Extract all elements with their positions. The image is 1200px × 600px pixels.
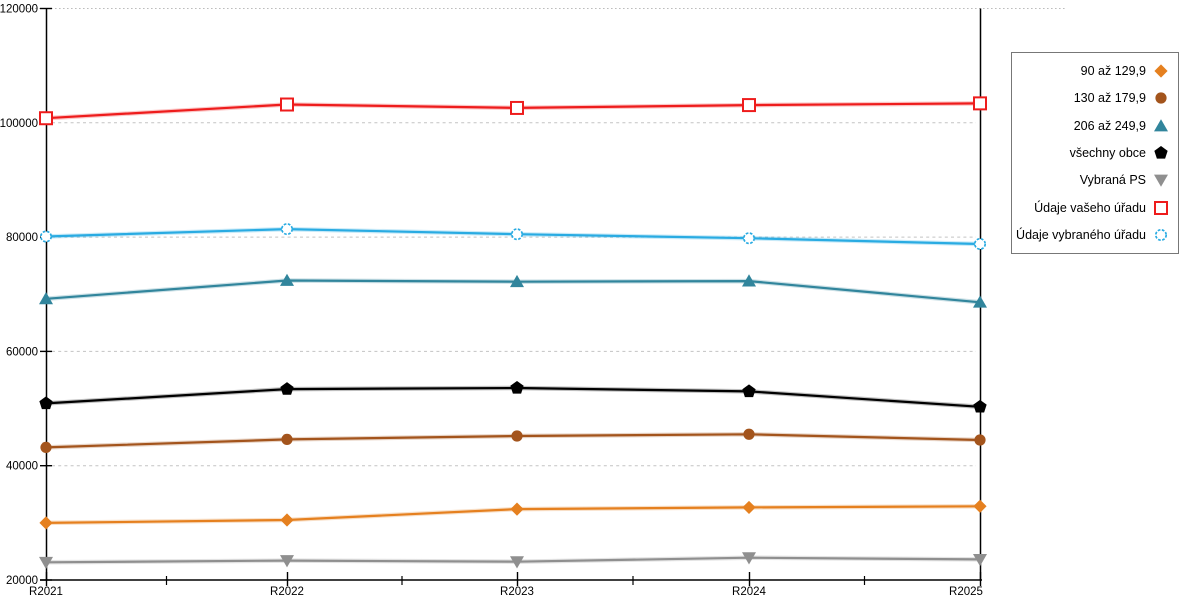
data-point-marker-triangle-down (510, 556, 524, 569)
data-point-marker-diamond (280, 513, 294, 527)
legend-item-label: všechny obce (1069, 145, 1146, 160)
data-point-marker-circle-open (510, 228, 524, 241)
series-v-echny-obce (39, 380, 987, 413)
data-point-marker-circle-open (973, 237, 987, 251)
legend-item: Údaje vašeho úřadu (1018, 194, 1170, 221)
y-axis: 20000 40000 60000 80000 100000 120000 (0, 4, 52, 587)
data-point-marker-triangle-up (280, 273, 294, 286)
y-tick-label: 100000 (0, 118, 38, 130)
legend-item: Vybraná PS (1018, 167, 1170, 194)
data-point-marker-circle (743, 428, 755, 440)
legend-circle-open-icon (1154, 229, 1168, 242)
data-point-marker-triangle-down (280, 555, 294, 568)
legend-triangle-down-icon (1154, 174, 1168, 188)
y-tick-label: 120000 (0, 4, 38, 16)
series-vybran-ps (39, 552, 987, 570)
data-point-marker-triangle-up (510, 274, 524, 288)
data-point-marker-circle (511, 430, 523, 442)
data-point-marker-pentagon (1154, 145, 1168, 159)
legend-item-label: 130 až 179,9 (1073, 91, 1146, 106)
legend-item: 130 až 179,9 (1018, 85, 1170, 112)
legend-item: 206 až 249,9 (1018, 112, 1170, 139)
legend-triangle-up-icon (1154, 118, 1168, 131)
legend-item-label: Údaje vybraného úřadu (1016, 228, 1146, 243)
data-point-marker-circle-open (280, 223, 294, 236)
data-point-marker-square-open (973, 96, 987, 111)
series-daje-vybran-ho-adu (39, 223, 987, 251)
data-point-marker-triangle-up (973, 295, 987, 308)
data-point-marker-circle (281, 433, 293, 446)
data-point-marker-triangle-up (1154, 118, 1168, 131)
data-point-marker-diamond (39, 516, 53, 530)
data-point-marker-diamond (742, 500, 756, 515)
data-point-marker-triangle-down (39, 556, 53, 570)
legend-item-label: 90 až 129,9 (1080, 63, 1146, 78)
data-point-marker-triangle-down (742, 552, 756, 565)
y-tick-label: 20000 (6, 575, 38, 587)
y-tick-label: 40000 (6, 461, 38, 473)
data-point-marker-pentagon (510, 380, 524, 394)
series-206-a-249-9 (39, 273, 987, 308)
legend-item: Údaje vybraného úřadu (1016, 222, 1170, 249)
x-tick-label: R2022 (270, 586, 304, 598)
data-point-marker-circle-open (1154, 229, 1168, 242)
x-tick-label: R2023 (500, 586, 534, 598)
series-daje-va-eho-adu (39, 96, 987, 126)
x-tick-label: R2025 (949, 586, 983, 598)
gridlines (27, 8, 1065, 467)
legend-square-open-icon (1154, 200, 1168, 215)
data-point-marker-pentagon (973, 399, 987, 413)
legend-item: 90 až 129,9 (1018, 57, 1170, 84)
data-point-marker-pentagon (39, 396, 53, 410)
data-point-marker-square-open (39, 111, 53, 126)
data-point-marker-triangle-down (1154, 174, 1168, 188)
data-point-marker-circle-open (39, 230, 53, 243)
x-tick-label: R2021 (29, 586, 63, 598)
data-point-marker-circle (1155, 92, 1167, 104)
x-tick-label: R2024 (732, 586, 766, 598)
data-point-marker-square-open (510, 100, 524, 115)
series-130-a-179-9 (40, 428, 986, 454)
data-point-marker-square-open (742, 98, 756, 113)
legend-item-label: Vybraná PS (1079, 173, 1146, 188)
data-point-marker-circle-open (742, 232, 756, 245)
data-point-marker-diamond (510, 502, 524, 516)
data-point-marker-diamond (1154, 64, 1168, 78)
data-point-marker-triangle-up (39, 292, 53, 305)
axes (40, 8, 982, 581)
legend-pentagon-icon (1154, 145, 1168, 159)
legend-item: všechny obce (1018, 139, 1170, 166)
series-90-a-129-9 (39, 499, 987, 530)
data-point-marker-square-open (280, 97, 294, 112)
legend-item-label: 206 až 249,9 (1073, 118, 1146, 133)
x-axis: R2021 R2022 R2023 R2024 R2025 (29, 572, 983, 598)
data-point-marker-square-open (1154, 200, 1168, 215)
data-point-marker-pentagon (280, 382, 294, 395)
legend-diamond-icon (1154, 64, 1168, 78)
data-point-marker-circle (40, 441, 52, 454)
data-point-marker-diamond (973, 499, 987, 513)
data-point-marker-triangle-up (742, 274, 756, 287)
data-point-marker-triangle-down (973, 554, 987, 567)
chart-legend: 90 až 129,9 130 až 179,9 206 až 249,9 všech… (1011, 52, 1179, 254)
y-tick-label: 60000 (6, 346, 38, 358)
legend-item-label: Údaje vašeho úřadu (1034, 200, 1146, 215)
data-point-marker-circle (974, 434, 986, 446)
legend-circle-icon (1155, 92, 1167, 104)
y-tick-label: 80000 (6, 232, 38, 244)
data-point-marker-pentagon (742, 384, 756, 398)
